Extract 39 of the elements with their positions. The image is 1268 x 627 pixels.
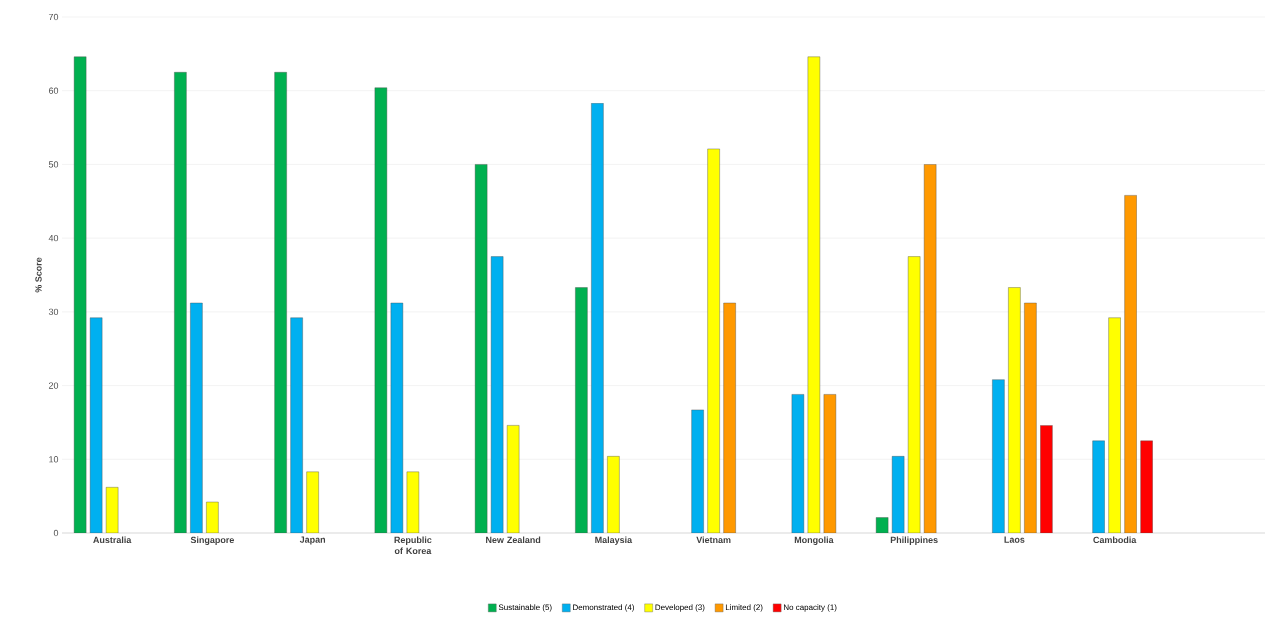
bar [174,72,187,533]
y-tick-label: 20 [48,382,59,389]
bar [1140,440,1153,533]
bar [1008,287,1021,533]
bar [992,379,1005,533]
x-tick-label: Malaysia [595,536,633,545]
x-tick-label: Philippines [890,536,938,545]
bar [591,103,604,533]
x-tick-label: Republic of Korea [394,536,432,555]
bar [1108,317,1121,533]
x-tick-label: Vietnam [696,536,731,544]
y-tick-label: 50 [48,161,59,168]
y-tick-label: 60 [48,87,59,94]
x-tick-label: Laos [1004,536,1025,543]
bar [274,72,287,533]
x-tick-label: Japan [299,536,326,545]
bar [190,302,203,533]
y-axis-title: % Score [35,257,42,293]
x-tick-label: New Zealand [486,536,541,544]
bar [1024,302,1037,533]
bar [1040,425,1053,533]
bar [575,287,588,533]
bar [1124,195,1137,533]
bar [290,317,303,533]
bar [306,471,319,533]
x-tick-label: Cambodia [1093,536,1137,544]
bar [691,409,704,533]
bar [707,148,720,533]
x-tick-label: Singapore [190,536,234,545]
bar [1092,440,1105,533]
x-tick-label: Australia [93,536,132,544]
y-tick-label: 40 [48,234,59,242]
y-tick-label: 30 [48,308,59,316]
y-tick-label: 10 [49,456,59,463]
y-tick-label: 70 [48,13,59,21]
x-tick-label: Mongolia [794,536,834,545]
bar [607,456,620,533]
y-tick-label: 0 [53,529,59,537]
bar [723,302,736,533]
